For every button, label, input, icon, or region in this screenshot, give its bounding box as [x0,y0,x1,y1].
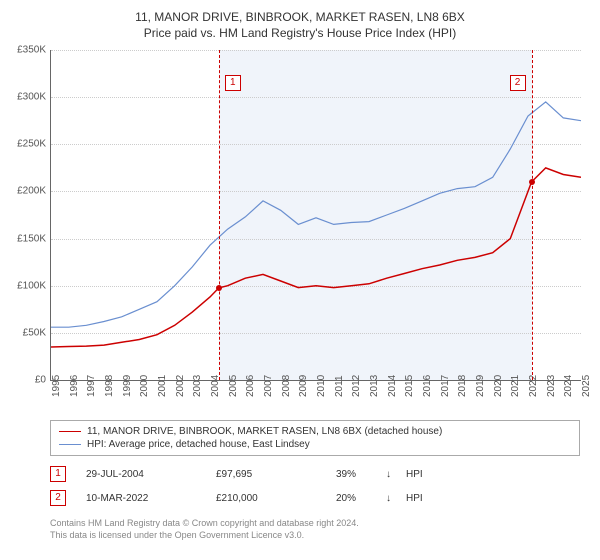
transaction-ref: HPI [406,493,446,504]
transaction-row: 2 10-MAR-2022£210,00020%↓HPI [50,486,580,510]
y-axis-label: £300K [0,92,46,103]
legend-swatch [59,444,81,445]
chart-container: 11, MANOR DRIVE, BINBROOK, MARKET RASEN,… [0,0,600,560]
legend-label: HPI: Average price, detached house, East… [87,439,310,450]
legend-label: 11, MANOR DRIVE, BINBROOK, MARKET RASEN,… [87,426,442,437]
transaction-price: £210,000 [216,493,336,504]
series-hpi [51,102,581,327]
x-axis-label: 2025 [581,375,592,397]
footer-text: Contains HM Land Registry data © Crown c… [50,518,580,541]
arrow-down-icon: ↓ [386,493,406,504]
transaction-ref: HPI [406,469,446,480]
footer-line2: This data is licensed under the Open Gov… [50,530,304,540]
legend-item: HPI: Average price, detached house, East… [59,438,571,451]
title-line1: 11, MANOR DRIVE, BINBROOK, MARKET RASEN,… [135,10,465,24]
legend-box: 11, MANOR DRIVE, BINBROOK, MARKET RASEN,… [50,420,580,456]
y-axis-label: £200K [0,186,46,197]
marker-point-1 [216,285,222,291]
legend-swatch [59,431,81,432]
transaction-marker: 2 [50,490,66,506]
transaction-pct: 39% [336,469,386,480]
marker-label-2: 2 [510,75,526,91]
transaction-date: 10-MAR-2022 [86,493,216,504]
arrow-down-icon: ↓ [386,469,406,480]
transaction-row: 1 29-JUL-2004£97,69539%↓HPI [50,462,580,486]
y-axis-label: £350K [0,45,46,56]
transaction-pct: 20% [336,493,386,504]
transaction-price: £97,695 [216,469,336,480]
transaction-marker: 1 [50,466,66,482]
chart-title: 11, MANOR DRIVE, BINBROOK, MARKET RASEN,… [0,0,600,41]
series-property [51,168,581,347]
y-axis-label: £50K [0,327,46,338]
title-line2: Price paid vs. HM Land Registry's House … [144,26,456,40]
marker-label-1: 1 [225,75,241,91]
y-axis-label: £100K [0,280,46,291]
transaction-date: 29-JUL-2004 [86,469,216,480]
y-axis-label: £0 [0,375,46,386]
y-axis-label: £250K [0,139,46,150]
chart-lines-svg [51,50,581,380]
footer-line1: Contains HM Land Registry data © Crown c… [50,518,359,528]
marker-line-2 [532,50,533,380]
marker-point-2 [529,179,535,185]
y-axis-label: £150K [0,233,46,244]
chart-plot-area: £0£50K£100K£150K£200K£250K£300K£350K1995… [50,50,581,381]
legend-item: 11, MANOR DRIVE, BINBROOK, MARKET RASEN,… [59,425,571,438]
marker-line-1 [219,50,220,380]
transactions-table: 129-JUL-2004£97,69539%↓HPI210-MAR-2022£2… [50,462,580,510]
